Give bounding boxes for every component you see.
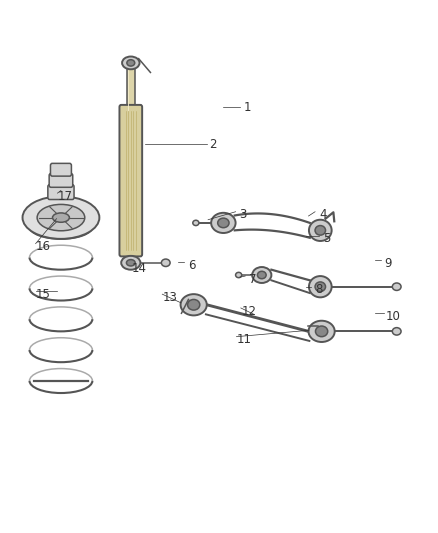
Text: 17: 17 (58, 190, 73, 203)
Ellipse shape (180, 294, 207, 316)
Ellipse shape (127, 260, 135, 266)
Ellipse shape (308, 321, 335, 342)
FancyBboxPatch shape (50, 164, 71, 176)
Ellipse shape (392, 283, 401, 290)
Ellipse shape (53, 213, 69, 222)
Text: 15: 15 (36, 288, 51, 301)
Ellipse shape (252, 267, 272, 283)
Text: 6: 6 (188, 259, 196, 272)
Ellipse shape (211, 213, 236, 233)
Text: 9: 9 (385, 257, 392, 270)
Text: 4: 4 (319, 208, 327, 221)
Ellipse shape (22, 196, 99, 239)
Text: 12: 12 (241, 305, 256, 318)
Ellipse shape (315, 282, 325, 292)
Ellipse shape (218, 218, 229, 228)
Text: 5: 5 (324, 232, 331, 245)
Ellipse shape (37, 205, 85, 231)
Ellipse shape (315, 225, 325, 235)
Ellipse shape (127, 60, 135, 66)
Text: 8: 8 (315, 284, 322, 296)
Text: 16: 16 (36, 240, 51, 253)
Ellipse shape (236, 272, 242, 278)
Ellipse shape (309, 276, 332, 297)
Ellipse shape (193, 220, 199, 225)
Ellipse shape (187, 300, 200, 310)
Text: 11: 11 (237, 333, 252, 346)
Text: 7: 7 (249, 273, 257, 286)
Ellipse shape (258, 271, 266, 279)
Ellipse shape (121, 256, 141, 270)
Ellipse shape (315, 326, 328, 337)
Text: 1: 1 (244, 101, 251, 114)
FancyBboxPatch shape (120, 105, 142, 256)
Text: 10: 10 (385, 310, 400, 323)
Bar (127, 63, 135, 110)
Ellipse shape (122, 56, 140, 69)
FancyBboxPatch shape (49, 173, 73, 187)
Ellipse shape (161, 259, 170, 266)
Text: 2: 2 (208, 138, 216, 151)
Ellipse shape (392, 328, 401, 335)
Text: 3: 3 (239, 208, 247, 221)
Text: 13: 13 (162, 291, 177, 304)
Text: 14: 14 (132, 262, 147, 275)
FancyBboxPatch shape (48, 184, 74, 199)
Ellipse shape (309, 220, 332, 241)
